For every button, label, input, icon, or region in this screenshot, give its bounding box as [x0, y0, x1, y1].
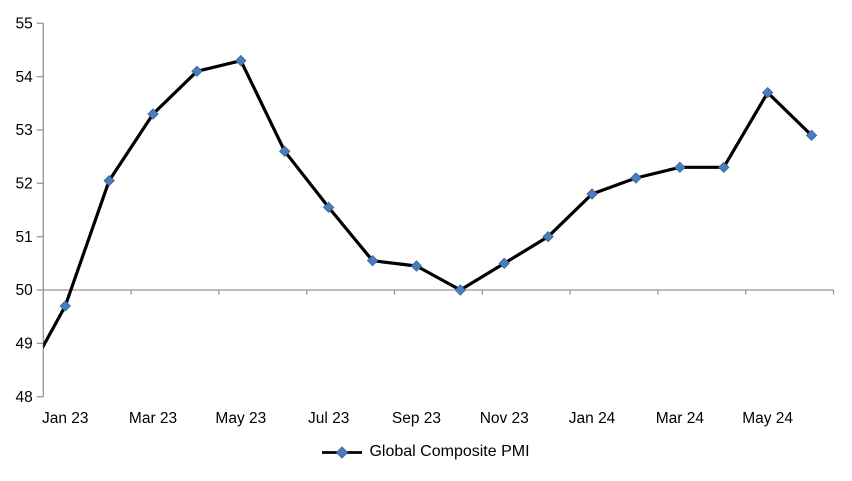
y-axis-label: 49 — [16, 336, 33, 353]
y-axis-label: 55 — [16, 16, 33, 33]
data-point-marker — [805, 129, 818, 142]
legend-diamond — [336, 445, 349, 459]
data-point-marker — [674, 161, 686, 174]
data-point-marker — [59, 300, 71, 312]
x-axis-label: Mar 24 — [656, 410, 705, 427]
data-point-marker — [322, 201, 335, 214]
data-point-marker — [586, 188, 598, 200]
data-point-marker — [279, 145, 291, 158]
data-point-marker — [718, 161, 730, 174]
y-axis-label: 54 — [16, 69, 34, 86]
legend-label: Global Composite PMI — [369, 443, 530, 460]
data-point-marker — [191, 65, 203, 78]
data-point-marker — [630, 172, 642, 184]
x-axis-label: Nov 23 — [480, 410, 529, 427]
data-point-marker — [410, 260, 423, 272]
legend-line-diamond-icon — [322, 445, 363, 459]
chart-legend: Global Composite PMI — [0, 443, 852, 461]
data-point-marker — [103, 174, 115, 187]
data-point-marker — [235, 54, 247, 67]
data-point-marker — [454, 284, 467, 296]
x-axis-label: Jan 24 — [569, 410, 616, 427]
x-axis-label: Jan 23 — [42, 410, 89, 427]
y-axis-label: 53 — [16, 122, 33, 139]
x-axis-label: May 24 — [742, 410, 793, 427]
series-line — [43, 59, 813, 350]
y-axis-label: 52 — [16, 176, 33, 193]
x-axis-label: Sep 23 — [392, 410, 441, 427]
x-axis-label: May 23 — [215, 410, 266, 427]
y-axis-label: 51 — [16, 229, 33, 246]
data-point-marker — [498, 257, 510, 270]
y-axis-label: 50 — [16, 282, 34, 299]
x-axis-label: Mar 23 — [129, 410, 177, 427]
data-point-marker — [761, 86, 774, 99]
data-point-marker — [147, 108, 159, 120]
x-axis-label: Jul 23 — [308, 410, 349, 427]
data-point-marker — [542, 230, 554, 243]
data-point-marker — [366, 254, 379, 267]
y-axis-label: 48 — [16, 389, 33, 406]
